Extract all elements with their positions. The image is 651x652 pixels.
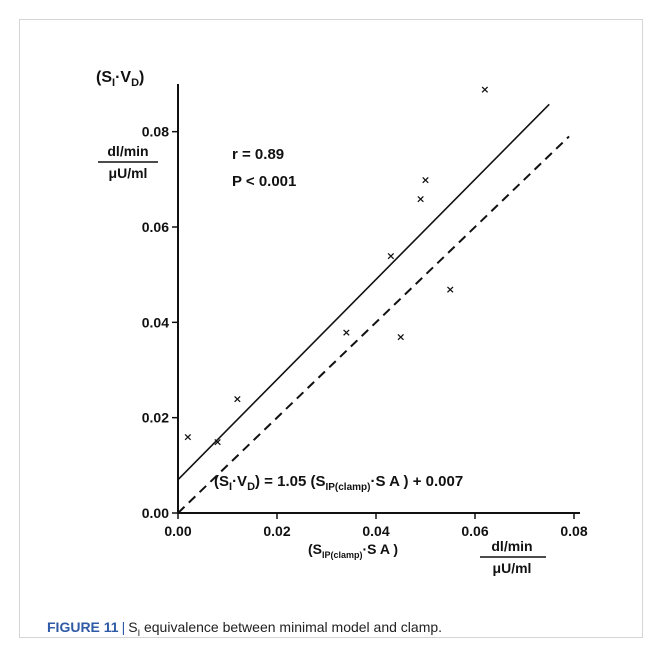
y-axis-title: (SI·VD) xyxy=(96,69,144,89)
data-point: × xyxy=(396,331,405,344)
stats-r: r = 0.89 xyxy=(232,146,284,163)
y-tick-label: 0.00 xyxy=(142,505,169,521)
data-points: × × × × × × × × × × xyxy=(183,83,489,449)
fit-lines xyxy=(177,103,570,514)
x-axis-unit-num: dl/min xyxy=(491,538,532,554)
figure-caption: FIGURE 11 | SI equivalence between minimal… xyxy=(47,619,442,638)
x-tick-label: 0.02 xyxy=(263,523,290,539)
data-point: × xyxy=(421,173,430,186)
figure-label: FIGURE 11 xyxy=(47,619,119,635)
data-point: × xyxy=(213,436,222,449)
data-point: × xyxy=(446,283,455,296)
x-tick-label: 0.04 xyxy=(362,523,389,539)
x-tick-label: 0.08 xyxy=(560,523,587,539)
data-point: × xyxy=(183,431,192,444)
regression-line xyxy=(177,103,550,481)
data-point: × xyxy=(342,326,351,339)
caption-separator: | xyxy=(121,619,126,635)
y-tick-label: 0.06 xyxy=(142,219,169,235)
x-axis-title: (SIP(clamp)·S A ) xyxy=(308,541,398,560)
caption-subscript: I xyxy=(137,627,141,638)
x-tick-label: 0.00 xyxy=(164,523,191,539)
y-axis-unit-den: μU/ml xyxy=(109,165,148,181)
caption-text: equivalence between minimal model and cl… xyxy=(140,619,443,635)
x-tick-label: 0.06 xyxy=(461,523,488,539)
data-point: × xyxy=(386,250,395,263)
y-tick-label: 0.02 xyxy=(142,410,169,426)
y-tick-label: 0.08 xyxy=(142,124,169,140)
y-tick-label: 0.04 xyxy=(142,314,169,330)
data-point: × xyxy=(480,83,489,96)
data-point: × xyxy=(233,393,242,406)
regression-equation: (SI·VD) = 1.05 (SIP(clamp)·S A ) + 0.007 xyxy=(214,473,463,493)
scatter-chart: 0.00 0.02 0.04 0.06 0.08 0.00 0.02 0.04 0.06 0.08… xyxy=(96,69,588,576)
x-axis-unit-den: μU/ml xyxy=(493,560,532,576)
identity-line xyxy=(177,135,570,514)
caption-symbol: S xyxy=(128,619,138,635)
y-axis-unit-num: dl/min xyxy=(107,143,148,159)
axis-ticks: 0.00 0.02 0.04 0.06 0.08 0.00 0.02 0.04 0.06 0.08 xyxy=(142,124,588,539)
stats-p: P < 0.001 xyxy=(232,173,296,190)
figure-frame xyxy=(19,19,643,638)
data-point: × xyxy=(416,192,425,205)
